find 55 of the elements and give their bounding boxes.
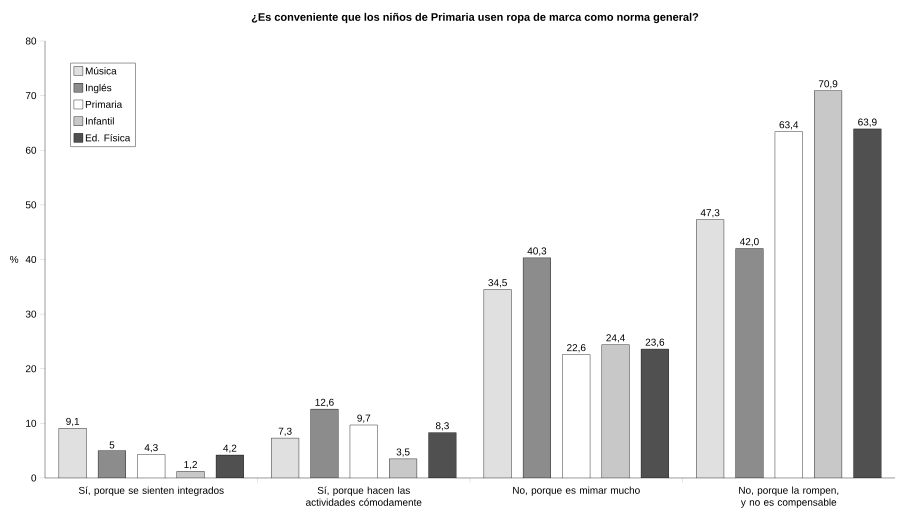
y-tick-label: 70	[26, 92, 36, 100]
data-label: 12,6	[316, 398, 334, 407]
data-label: 23,6	[646, 338, 664, 347]
data-label: 70,9	[818, 80, 838, 89]
bar	[602, 344, 630, 478]
legend-label: Primaria	[86, 100, 122, 108]
data-label: 9,7	[357, 414, 370, 423]
bar	[216, 455, 244, 478]
bar	[814, 90, 842, 478]
x-tick-label: No, porque la rompen, y no es compensable	[739, 486, 838, 508]
bar	[853, 128, 882, 478]
data-label: 4,3	[144, 444, 158, 452]
data-label: 24,4	[606, 334, 625, 343]
data-label: 3,5	[396, 448, 410, 457]
y-tick-label: 80	[26, 37, 36, 45]
bar	[484, 290, 512, 478]
y-tick-label: 10	[26, 420, 36, 427]
data-label: 34,5	[488, 279, 507, 288]
x-tick-label: Sí, porque hacen las actividades cómodamente	[306, 486, 422, 506]
bar	[428, 432, 456, 478]
data-label: 9,1	[66, 418, 80, 426]
data-label: 47,3	[700, 209, 720, 218]
x-tick-label: No, porque es mimar mucho	[513, 486, 640, 496]
data-label: 4,2	[223, 444, 236, 453]
y-tick-label: 30	[26, 310, 36, 318]
data-label: 63,9	[858, 118, 877, 127]
y-axis-title: %	[10, 256, 18, 263]
bar	[735, 248, 764, 478]
data-label: 8,3	[436, 422, 449, 430]
bar	[271, 438, 299, 478]
legend-label: Música	[86, 67, 117, 74]
data-label: 1,2	[184, 461, 197, 470]
x-tick-label: Sí, porque se sienten integrados	[78, 486, 224, 496]
bar	[523, 258, 551, 478]
y-tick-label: 20	[26, 365, 36, 372]
y-tick-label: 50	[26, 201, 36, 208]
chart-title: ¿Es conveniente que los niños de Primaria usen ropa de marca como norma general?	[252, 12, 698, 24]
data-label: 7,3	[278, 428, 292, 436]
data-label: 5	[110, 442, 114, 448]
data-label: 42,0	[740, 238, 759, 246]
bar	[389, 458, 417, 478]
legend-label: Ed. Física	[86, 134, 130, 142]
y-tick-label: 0	[31, 474, 36, 482]
legend-label: Inglés	[86, 84, 112, 94]
bar	[641, 349, 669, 478]
data-label: 63,4	[780, 121, 798, 130]
y-tick-label: 40	[26, 256, 36, 264]
data-label: 22,6	[567, 344, 586, 352]
bar	[310, 409, 338, 478]
y-tick-label: 60	[26, 146, 36, 154]
legend-label: Infantil	[86, 117, 114, 125]
bar	[98, 450, 126, 478]
data-label: 40,3	[527, 247, 546, 256]
bar	[696, 219, 724, 478]
bar	[58, 428, 86, 478]
